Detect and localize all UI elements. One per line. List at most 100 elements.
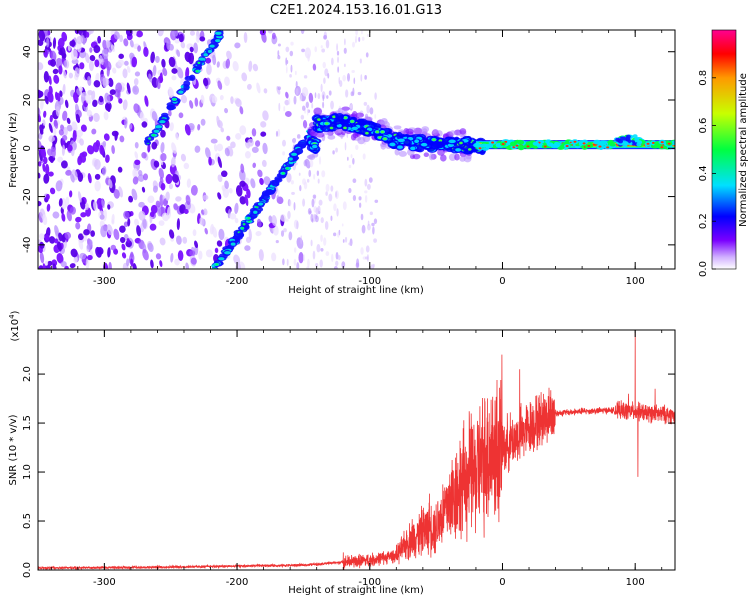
spectral-cell: [366, 104, 370, 114]
spectral-cell: [335, 252, 339, 260]
spectral-cell: [126, 65, 131, 73]
figure-title: C2E1.2024.153.16.01.G13: [270, 3, 442, 18]
spectral-cell: [178, 90, 184, 94]
spectral-cell: [324, 122, 329, 125]
spectral-cell: [311, 102, 314, 109]
spectral-cell: [651, 141, 655, 144]
spectral-cell: [64, 99, 69, 109]
spectral-cell: [299, 185, 302, 192]
spectral-cell: [39, 241, 45, 249]
spectral-cell: [59, 90, 63, 97]
spectral-cell: [174, 38, 180, 44]
spectral-cell: [491, 141, 495, 144]
spectral-cell: [330, 100, 334, 110]
spectral-cell: [168, 183, 174, 190]
spectral-cell: [360, 74, 363, 82]
colorbar-frame: [711, 29, 737, 270]
spectral-cell: [76, 35, 84, 45]
y-tick-label: 1.5: [22, 415, 33, 431]
spectral-cell: [264, 189, 274, 195]
spectral-cell: [131, 56, 138, 68]
spectral-cell: [52, 127, 57, 136]
spectral-cell: [274, 177, 283, 183]
spectral-cell: [360, 213, 364, 221]
spectral-cell: [151, 110, 158, 122]
spectral-cell: [171, 68, 178, 74]
spectral-cell: [251, 146, 259, 154]
spectral-cell: [197, 124, 201, 131]
spectral-cell: [345, 89, 349, 98]
spectral-cell: [121, 243, 126, 251]
spectral-cell: [351, 110, 358, 119]
spectral-cell: [180, 153, 187, 162]
spectral-cell: [118, 53, 124, 60]
spectral-cell: [162, 67, 168, 77]
spectral-cell: [241, 227, 245, 230]
spectral-cell: [323, 34, 328, 40]
spectral-cell: [241, 72, 248, 82]
spectral-cell: [283, 228, 287, 233]
spectral-cell: [300, 235, 302, 245]
spectral-cell: [178, 112, 184, 119]
spectral-cell: [173, 98, 176, 101]
spectral-cell: [230, 96, 234, 105]
spectral-cell: [277, 43, 281, 47]
spectral-cell: [293, 95, 297, 105]
spectral-cell: [344, 142, 347, 151]
spectral-cell: [89, 55, 96, 62]
spectral-cell: [205, 57, 212, 64]
spectral-cell: [247, 138, 254, 147]
spectral-cell: [352, 157, 355, 165]
spectral-cell: [175, 196, 182, 202]
spectral-cell: [405, 128, 414, 135]
spectral-cell: [224, 107, 229, 114]
spectral-cell: [366, 254, 369, 262]
spectral-cell: [150, 259, 154, 269]
spectral-cell: [342, 201, 347, 211]
spectral-cell: [171, 142, 177, 154]
spectral-cell: [38, 107, 41, 116]
spectral-cell: [285, 91, 289, 99]
spectral-cell: [368, 177, 373, 183]
spectral-cell: [87, 89, 93, 96]
y-tick-label: 0.0: [22, 562, 33, 578]
spectral-cell: [224, 251, 231, 255]
spectral-cell: [296, 220, 299, 230]
spectral-cell: [337, 231, 340, 238]
spectral-cell: [133, 103, 140, 114]
spectral-cell: [93, 45, 101, 54]
spectral-cell: [351, 69, 355, 73]
spectral-cell: [43, 71, 50, 83]
spectral-cell: [108, 261, 112, 269]
spectral-cell: [166, 104, 175, 111]
spectral-cell: [358, 36, 361, 42]
spectrogram-x-label: Height of straight line (km): [288, 285, 424, 296]
spectral-cell: [306, 178, 310, 183]
spectral-cell: [226, 50, 232, 60]
spectral-cell: [607, 139, 614, 144]
spectral-cell: [374, 114, 377, 119]
spectral-cell: [325, 191, 328, 196]
spectral-cell: [126, 258, 130, 267]
spectral-cell: [244, 194, 249, 207]
spectral-cell: [44, 264, 51, 269]
x-tick-label: -100: [358, 276, 381, 287]
spectral-cell: [344, 38, 346, 46]
spectral-cell: [91, 90, 96, 101]
spectral-cell: [158, 220, 165, 226]
colorbar-tick-label: 0.2: [698, 213, 709, 229]
spectrogram-y-axis: -40 -20 0 20 40: [22, 45, 675, 253]
spectral-cell: [189, 30, 196, 36]
spectral-cell: [38, 233, 45, 240]
spectral-cell: [142, 249, 149, 261]
spectral-cell: [294, 70, 297, 76]
spectral-cell: [53, 119, 59, 129]
spectral-cell: [134, 141, 139, 149]
spectral-cell: [350, 133, 357, 141]
spectral-cell: [121, 252, 127, 259]
spectral-cell: [631, 141, 637, 146]
spectral-cell: [94, 59, 100, 68]
spectral-cell: [65, 169, 72, 176]
spectral-cell: [105, 39, 111, 48]
spectral-cell: [296, 148, 304, 155]
